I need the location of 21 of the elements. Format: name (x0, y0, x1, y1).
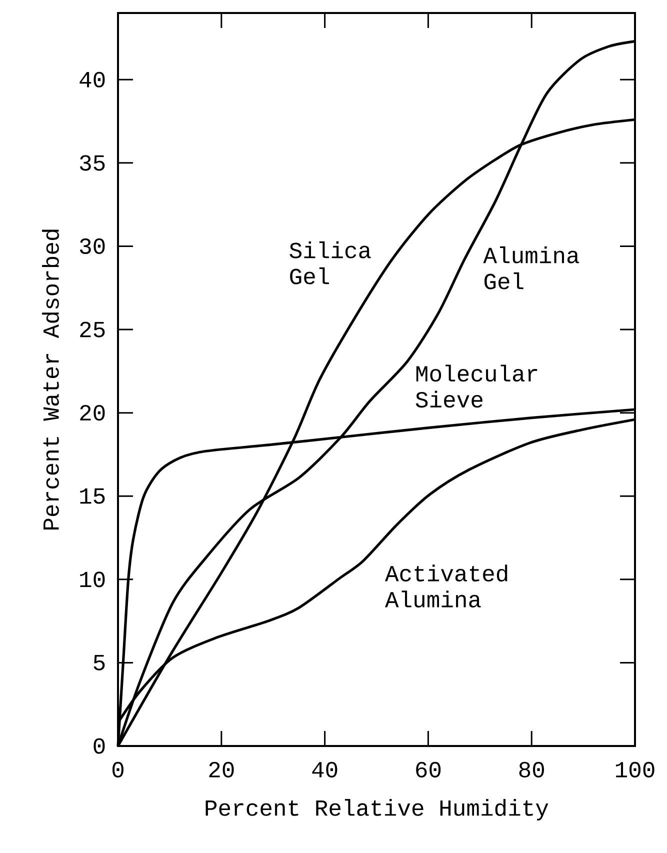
x-tick-label: 80 (519, 762, 544, 778)
y-tick-label: 20 (80, 405, 105, 421)
y-tick-label: 35 (80, 155, 105, 171)
y-tick-label: 40 (80, 72, 105, 88)
legend-label: Alumina Gel (483, 246, 580, 290)
x-tick-label: 20 (209, 762, 234, 778)
x-tick-label: 100 (616, 762, 654, 778)
x-axis-title: Percent Relative Humidity (206, 799, 548, 820)
series-label: Silica Gel (290, 241, 371, 284)
y-tick-label: 25 (80, 322, 105, 338)
y-tick-label: 30 (80, 238, 105, 254)
y-axis-title: Percent Water Adsorbed (42, 230, 60, 530)
y-tick-label: 10 (80, 572, 105, 588)
x-tick-label: 60 (416, 762, 441, 778)
x-tick-label: 0 (112, 762, 124, 778)
y-tick-label: 5 (94, 655, 105, 670)
x-tick-label: 40 (312, 762, 338, 778)
y-tick-label: 0 (94, 738, 105, 754)
y-tick-label: 15 (80, 488, 105, 504)
series-label: Molecular Sieve (416, 364, 538, 408)
series-label: Activated Alumina (384, 564, 508, 608)
